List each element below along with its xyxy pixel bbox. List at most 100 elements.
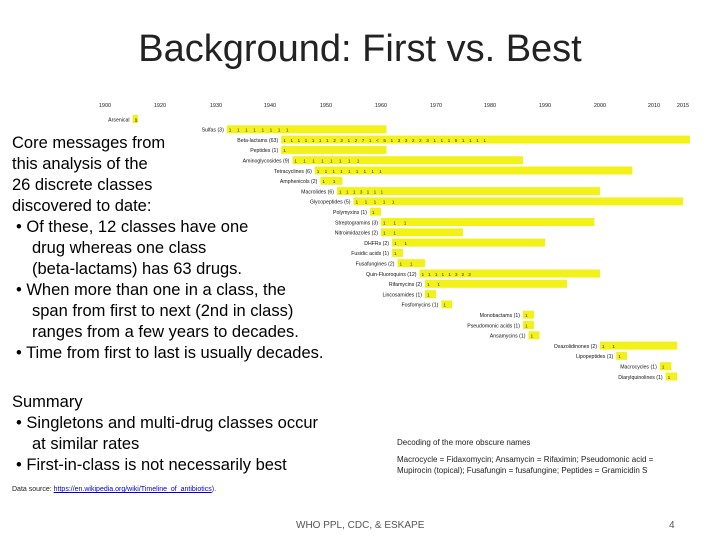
summary-section: Summary • Singletons and multi-drug class… <box>12 392 318 476</box>
bullet-line: • First-in-class is not necessarily best <box>16 456 287 474</box>
class-label: Sulfas (3) <box>202 128 224 134</box>
slide-footer: WHO PPL, CDC, & ESKAPE <box>296 520 425 531</box>
drug-count-marks: 1 <box>427 292 430 298</box>
decoding-note: Decoding of the more obscure names Macro… <box>397 437 697 476</box>
class-label: Rifamycins (2) <box>389 282 422 288</box>
decoding-line: Macrocycle = Fidaxomycin; Ansamycin = Ri… <box>397 455 654 464</box>
drug-count-marks: 1 1 1 1 1 <box>356 200 395 206</box>
class-label: Fusafungines (2) <box>356 262 395 268</box>
x-tick-label: 2010 <box>648 103 660 109</box>
drug-count-marks: 1 <box>525 323 528 329</box>
class-label: Ansamycins (1) <box>490 334 526 340</box>
timeline-bar <box>370 207 381 216</box>
x-tick-label: 1980 <box>484 103 496 109</box>
intro-line: this analysis of the <box>12 155 148 173</box>
class-label: Diarylquinolines (1) <box>618 375 663 381</box>
timeline-bar <box>528 331 540 340</box>
class-label: Lipopeptides (1) <box>576 354 613 360</box>
drug-count-marks: 1 1 1 1 1 3 2 2 <box>422 272 472 278</box>
drug-count-marks: 1 <box>283 148 286 154</box>
class-label: Streptogramins (3) <box>335 220 378 226</box>
drug-count-marks: 1 1 <box>135 117 138 123</box>
drug-count-marks: 1 <box>443 303 446 309</box>
drug-count-marks: 1 <box>618 354 621 360</box>
class-label: Monobactams (1) <box>480 313 521 319</box>
drug-count-marks: 1 1 1 1 1 1 1 2 2 1 2 7 1 < 5 1 3 3 2 2 … <box>283 138 486 144</box>
drug-count-marks: 1 <box>531 334 534 340</box>
timeline-bar <box>616 351 627 360</box>
class-label: Fusidic acids (1) <box>351 251 389 257</box>
class-label: Nitroimidazoles (2) <box>335 231 379 237</box>
class-label: Polymyxins (1) <box>333 210 367 216</box>
slide-title: Background: First vs. Best <box>138 28 582 70</box>
timeline-bar <box>381 228 463 237</box>
x-tick-label: 1950 <box>320 103 332 109</box>
x-tick-label: 1940 <box>264 103 276 109</box>
class-label: Amphenicols (2) <box>280 179 318 185</box>
drug-count-marks: 1 <box>525 313 528 319</box>
class-label: Oxazolidinones (2) <box>554 344 598 350</box>
bullet-line: (beta-lactams) has 63 drugs. <box>32 260 243 278</box>
bullet-line: at similar rates <box>32 435 140 453</box>
x-tick-label: 1990 <box>539 103 551 109</box>
timeline-bar <box>665 372 678 381</box>
timeline-bar <box>600 341 678 350</box>
class-label: Fosfomycins (1) <box>401 303 438 309</box>
timeline-bar <box>281 135 690 144</box>
drug-count-marks: 1 1 <box>322 179 335 185</box>
page-number: 4 <box>669 520 675 531</box>
bullet-line: • Time from first to last is usually dec… <box>16 344 324 362</box>
source-prefix: Data source: <box>12 486 54 493</box>
timeline-bar <box>425 290 436 299</box>
timeline-bar <box>320 176 343 185</box>
timeline-bar <box>659 362 672 371</box>
decoding-line: Mupirocin (topical); Fusafungin = fusafu… <box>397 466 648 475</box>
timeline-bar <box>337 187 600 196</box>
timeline-bar <box>226 125 387 134</box>
drug-count-marks: 1 1 <box>427 282 440 288</box>
class-label: Macrocycles (1) <box>620 365 657 371</box>
timeline-bar <box>353 197 683 206</box>
source-link[interactable]: https://en.wikipedia.org/wiki/Timeline_o… <box>53 486 212 493</box>
class-label: Peptides (1) <box>250 148 278 154</box>
timeline-bar <box>314 166 633 175</box>
x-tick-label: 1930 <box>210 103 222 109</box>
timeline-bar <box>419 269 600 278</box>
drug-count-marks: 1 1 1 1 1 1 1 1 1 <box>317 169 382 175</box>
class-label: DHFRs (2) <box>364 241 389 247</box>
bullet-line: • Singletons and multi-drug classes occu… <box>16 414 319 432</box>
source-suffix: ). <box>211 486 217 493</box>
bullet-line: • Of these, 12 classes have one <box>16 218 249 236</box>
intro-line: discovered to date: <box>12 197 152 215</box>
summary-heading: Summary <box>12 393 83 411</box>
intro-line: Core messages from <box>12 134 166 152</box>
drug-count-marks: 1 <box>662 365 665 371</box>
timeline-bar <box>425 279 567 288</box>
bullet-line: • When more than one in a class, the <box>16 281 286 299</box>
drug-count-marks: 1 1 1 1 1 1 1 1 <box>294 159 359 165</box>
drug-count-marks: 1 1 <box>400 262 413 268</box>
class-label: Pseudomonic acids (1) <box>467 323 520 329</box>
timeline-bar <box>292 156 523 165</box>
drug-count-marks: 1 <box>668 375 671 381</box>
class-label: Quin-Fluoroquins (12) <box>366 272 417 278</box>
class-label: Aminoglycosides (9) <box>243 159 290 165</box>
x-tick-label: 1920 <box>154 103 166 109</box>
x-tick-label: 2000 <box>594 103 606 109</box>
bullet-line: drug whereas one class <box>32 239 207 257</box>
drug-count-marks: 1 1 <box>383 231 396 237</box>
timeline-bar <box>523 310 534 319</box>
drug-count-marks: 1 <box>372 210 375 216</box>
timeline-bar <box>132 115 138 123</box>
intro-line: 26 discrete classes <box>12 176 153 194</box>
data-source-note: Data source: https://en.wikipedia.org/wi… <box>12 486 216 493</box>
drug-count-marks: 1 1 <box>394 241 407 247</box>
antibiotic-class-timeline-chart: 1900 1920 1930 1940 1950 1960 1970 1980 1990 2000… <box>99 103 690 381</box>
x-tick-label: 1900 <box>99 103 111 109</box>
bullet-line: span from first to next (2nd in class) <box>32 302 294 320</box>
class-label: Macrolides (6) <box>301 189 334 195</box>
drug-count-marks: 1 1 1 <box>383 220 407 226</box>
class-label: Tetracyclines (6) <box>274 169 312 175</box>
timeline-bar <box>441 300 453 309</box>
bullet-line: ranges from a few years to decades. <box>32 323 299 341</box>
